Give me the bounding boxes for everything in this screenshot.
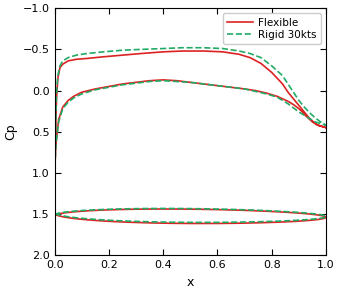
X-axis label: x: x: [186, 276, 194, 289]
Flexible: [297, 104, 301, 107]
Line: Rigid 30kts: Rigid 30kts: [55, 48, 326, 173]
Flexible: [61, 62, 65, 66]
Rigid 30kts: [66, 56, 70, 59]
Flexible: [180, 49, 184, 53]
Rigid 30kts: [202, 82, 206, 86]
Flexible: [54, 142, 58, 146]
Rigid 30kts: [237, 49, 241, 53]
Rigid 30kts: [53, 171, 57, 175]
Flexible: [53, 171, 57, 175]
Rigid 30kts: [180, 46, 184, 50]
Legend: Flexible, Rigid 30kts: Flexible, Rigid 30kts: [223, 13, 321, 44]
Rigid 30kts: [55, 93, 59, 96]
Line: Flexible: Flexible: [55, 51, 326, 173]
Flexible: [202, 49, 206, 53]
Rigid 30kts: [53, 171, 57, 175]
Flexible: [305, 115, 309, 119]
Flexible: [300, 107, 304, 110]
Flexible: [53, 171, 57, 175]
Rigid 30kts: [308, 117, 312, 120]
Rigid 30kts: [101, 50, 105, 54]
Y-axis label: Cp: Cp: [4, 123, 17, 140]
